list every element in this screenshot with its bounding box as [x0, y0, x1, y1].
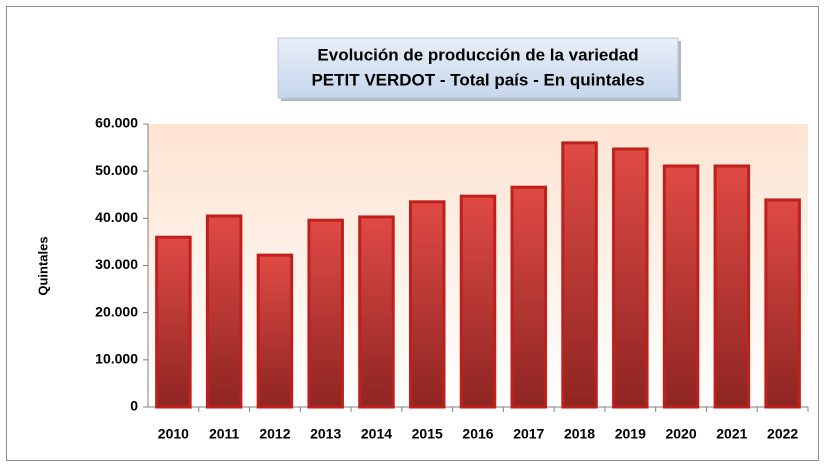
title-box [277, 37, 679, 99]
chart-title: PETIT VERDOT - Total país - En quintales [311, 70, 644, 89]
x-tick-label: 2010 [158, 426, 189, 442]
x-tick-label: 2013 [310, 426, 341, 442]
bar [561, 141, 598, 409]
bar [510, 185, 548, 409]
bar [256, 253, 294, 409]
y-axis-label: Quintales [35, 236, 50, 295]
bar [662, 164, 700, 409]
x-tick-label: 2021 [716, 426, 747, 442]
bar [764, 198, 801, 409]
x-tick-label: 2011 [209, 426, 240, 442]
y-tick-label: 10.000 [95, 351, 138, 367]
x-tick-label: 2017 [513, 426, 544, 442]
y-tick-label: 60.000 [95, 115, 138, 131]
y-tick-label: 30.000 [95, 256, 138, 272]
x-tick-label: 2012 [259, 426, 290, 442]
x-tick-label: 2020 [665, 426, 696, 442]
bar [358, 215, 395, 409]
bar [612, 147, 649, 409]
bar [205, 214, 243, 409]
x-tick-label: 2014 [361, 426, 392, 442]
y-tick-label: 50.000 [95, 162, 138, 178]
x-tick-label: 2022 [767, 426, 798, 442]
x-tick-label: 2015 [412, 426, 443, 442]
bar [459, 194, 497, 409]
x-tick-label: 2019 [615, 426, 646, 442]
y-tick-label: 40.000 [95, 209, 138, 225]
x-tick-label: 2018 [564, 426, 595, 442]
y-tick-label: 0 [130, 398, 138, 414]
y-tick-label: 20.000 [95, 303, 138, 319]
bar [713, 164, 751, 409]
chart-title: Evolución de producción de la variedad [317, 45, 638, 64]
bar [408, 200, 446, 409]
bar [155, 235, 192, 409]
bar [307, 218, 344, 409]
x-tick-label: 2016 [462, 426, 493, 442]
